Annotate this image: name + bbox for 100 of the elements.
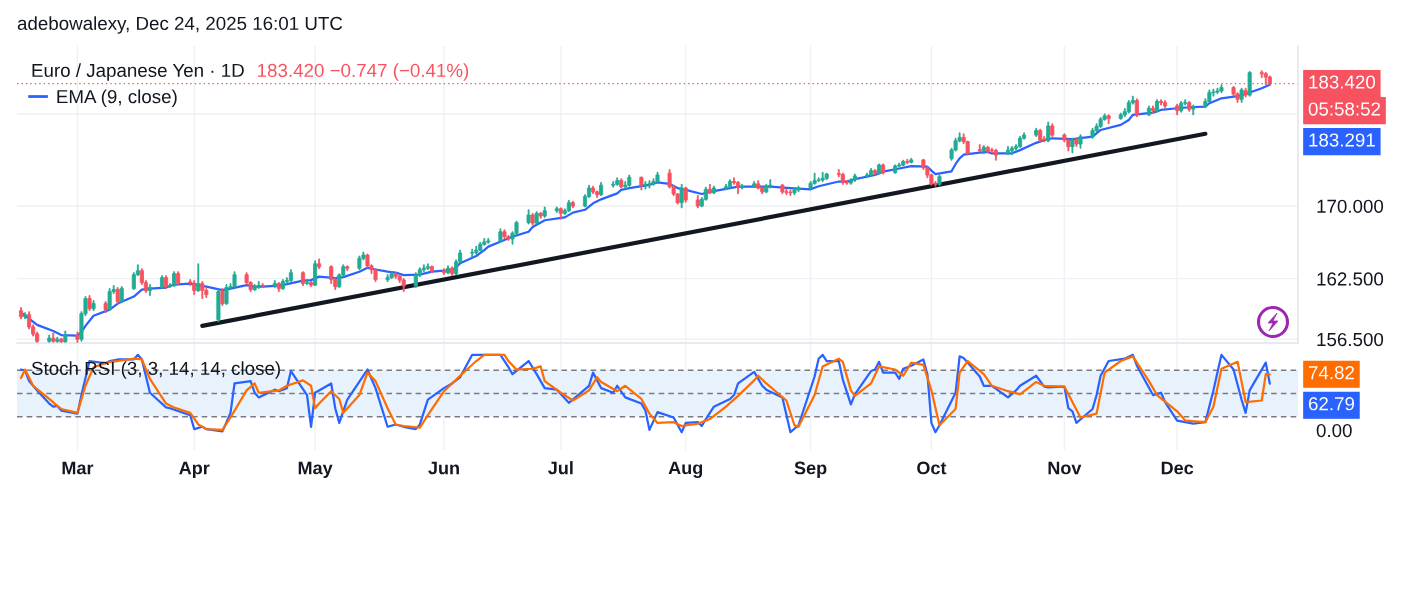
candlestick: [727, 179, 733, 189]
annotation: 183.420 −0.747 (−0.41%): [258, 63, 469, 81]
candlestick: [107, 288, 112, 312]
candlestick: [373, 268, 378, 283]
candlestick: [502, 229, 507, 239]
candlestick: [852, 173, 857, 182]
candlestick: [1154, 99, 1160, 113]
candlestick: [1050, 123, 1055, 137]
x-tick-label: Oct: [917, 461, 947, 475]
candlestick: [75, 331, 80, 343]
candlestick: [1078, 134, 1083, 149]
text: adebowalexy, Dec 24, 2025 16:01 UTC: [17, 16, 343, 34]
candlestick: [200, 281, 205, 299]
candlestick: [1070, 137, 1075, 154]
candlestick: [627, 174, 632, 187]
candlestick: [683, 186, 688, 203]
candlestick: [981, 145, 986, 155]
candlestick: [840, 172, 845, 185]
candlestick: [1074, 137, 1079, 147]
candlestick: [305, 279, 310, 285]
candlestick: [393, 272, 398, 280]
candlestick: [474, 245, 479, 255]
candlestick: [679, 183, 684, 209]
candlestick: [1243, 87, 1248, 98]
candlestick: [985, 146, 990, 154]
text: 183.291: [1309, 133, 1375, 147]
candlestick: [655, 171, 660, 184]
candlestick: [280, 279, 285, 290]
candlestick: [868, 168, 874, 177]
candlestick: [1219, 84, 1224, 94]
candlestick: [615, 177, 620, 186]
x-tick-label: Sep: [794, 461, 827, 478]
candlestick: [695, 195, 700, 209]
candlestick: [1239, 87, 1244, 103]
candlestick: [91, 300, 96, 312]
candlestick: [554, 206, 559, 214]
candlestick: [224, 284, 229, 306]
candlestick: [707, 183, 712, 195]
candlestick: [1018, 136, 1023, 148]
candlestick: [796, 185, 801, 193]
candlestick: [820, 171, 825, 182]
candlestick: [1005, 146, 1010, 156]
candlestick: [87, 295, 92, 312]
candlestick: [470, 248, 475, 258]
candlestick: [425, 263, 430, 271]
candlestick: [877, 163, 882, 175]
candlestick: [756, 180, 761, 190]
candlestick: [446, 265, 451, 275]
x-tick-label: Apr: [179, 461, 210, 478]
candlestick: [530, 213, 535, 226]
candlestick: [619, 178, 624, 189]
candlestick: [119, 286, 124, 303]
candlestick: [1106, 114, 1111, 125]
candlestick: [993, 148, 998, 161]
candlestick: [450, 266, 455, 277]
candlestick: [401, 278, 406, 292]
candlestick: [172, 271, 177, 287]
candlestick: [345, 265, 350, 272]
candlestick: [421, 264, 426, 273]
candlestick: [47, 334, 52, 343]
candlestick: [1187, 101, 1192, 112]
y-tick-label: 162.500: [1317, 272, 1384, 286]
candlestick: [570, 200, 575, 209]
text: 05:58:52: [1308, 102, 1381, 116]
candlestick: [723, 183, 729, 191]
candlestick: [1150, 105, 1156, 114]
candlestick: [309, 281, 314, 287]
candlestick: [357, 255, 362, 271]
candlestick: [764, 183, 769, 194]
candlestick: [1034, 127, 1039, 137]
candlestick: [824, 172, 829, 181]
candlestick: [1038, 128, 1043, 143]
candlestick: [252, 284, 257, 291]
legend-label: EMA (9, close): [57, 89, 177, 107]
candlestick: [736, 181, 741, 195]
candlestick: [23, 312, 28, 320]
candlestick: [526, 209, 531, 225]
candlestick: [317, 258, 322, 270]
candlestick: [1118, 112, 1123, 120]
candlestick: [643, 181, 648, 190]
candlestick: [55, 336, 60, 343]
candlestick: [260, 283, 265, 288]
x-tick-label: Jul: [548, 461, 573, 475]
candlestick: [300, 271, 306, 286]
candlestick: [385, 274, 390, 283]
candlestick: [1046, 121, 1051, 143]
candlestick: [19, 307, 24, 320]
candlestick: [1175, 103, 1180, 116]
candlestick: [115, 287, 120, 304]
candlestick: [639, 176, 644, 191]
candlestick: [498, 228, 503, 243]
candlestick: [1267, 75, 1272, 86]
candlestick: [429, 265, 434, 274]
text: 62.79: [1308, 397, 1355, 411]
candlestick: [478, 241, 483, 252]
candlestick: [276, 282, 281, 292]
candlestick: [901, 159, 906, 167]
candlestick: [1126, 100, 1131, 114]
candlestick: [1146, 105, 1151, 117]
candlestick: [595, 190, 600, 198]
